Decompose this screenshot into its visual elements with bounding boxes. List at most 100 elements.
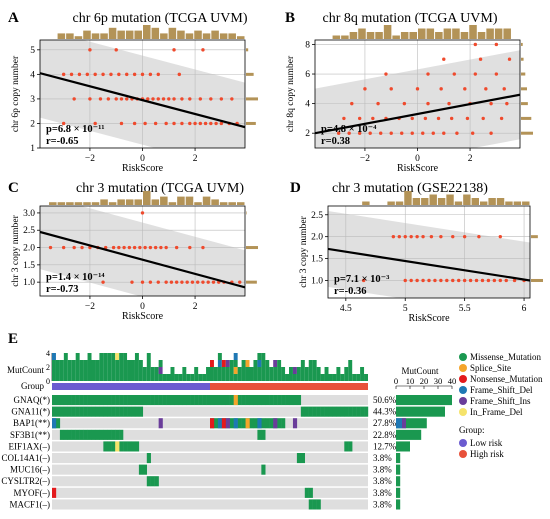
data-point <box>198 97 203 101</box>
mutcount-bar-segment <box>336 374 341 381</box>
mutcount-bar-segment <box>273 367 278 374</box>
mutation-cell <box>107 441 112 452</box>
marginal-x-bar <box>341 35 349 39</box>
marginal-x-bar <box>452 28 460 39</box>
mutation-cell <box>111 429 116 440</box>
gene-count-bar-segment <box>402 418 406 429</box>
data-point <box>473 42 478 47</box>
data-point <box>336 131 341 135</box>
mutcount-bar-segment <box>158 367 163 374</box>
data-point <box>489 101 493 106</box>
data-point <box>98 97 103 101</box>
mutation-cell <box>71 395 76 406</box>
mutation-cell <box>162 395 167 406</box>
marginal-x-bar <box>74 202 83 205</box>
mutation-cell <box>261 395 266 406</box>
p-value-label: p=6.8 × 10⁻¹¹ <box>46 124 105 135</box>
marginal-x-bar <box>496 198 505 205</box>
legend-swatch <box>459 364 467 372</box>
data-point <box>156 72 160 77</box>
mutation-cell <box>245 418 250 429</box>
mutcount-bar-segment <box>91 374 96 381</box>
mutcount-bar-segment <box>150 374 155 381</box>
mutcount-bar-segment <box>281 374 286 381</box>
mutcount-bar-segment <box>194 374 199 381</box>
mutcount-bar-segment <box>265 367 270 374</box>
data-point <box>389 87 393 91</box>
mutation-cell <box>75 429 80 440</box>
data-point <box>190 280 195 284</box>
mutation-cell <box>312 499 317 510</box>
x-tick-label: −2 <box>360 154 370 164</box>
gene-percent-label: 44.3% <box>373 407 397 417</box>
data-point <box>429 234 434 239</box>
mutcount-bar-segment <box>261 360 266 367</box>
data-point <box>164 245 168 250</box>
data-point <box>111 245 116 250</box>
marginal-x-bar <box>91 33 100 39</box>
mutcount-bar-segment <box>91 367 96 374</box>
data-point <box>415 87 420 91</box>
mutation-cell <box>131 395 136 406</box>
gene-row-background <box>52 499 368 510</box>
mutcount-bar-segment <box>249 374 254 381</box>
data-point <box>114 97 118 101</box>
mutation-cell <box>103 441 108 452</box>
mutcount-bar-segment <box>300 367 305 374</box>
mutcount-bar-segment <box>103 360 108 367</box>
data-point <box>427 278 431 283</box>
mutation-cell <box>115 441 120 452</box>
marginal-x-bar <box>366 32 375 39</box>
mutcount-bar-segment <box>87 360 92 367</box>
mutcount-bar-segment <box>292 374 297 381</box>
mutation-cell <box>59 429 65 440</box>
marginal-x-bar <box>134 30 142 39</box>
x-tick-label: −2 <box>85 154 95 164</box>
data-point <box>415 278 419 283</box>
gene-name-label: MUC16(–) <box>10 465 50 475</box>
mutation-cell <box>123 406 128 417</box>
mutcount-bar-segment <box>63 360 68 367</box>
mutation-cell <box>83 395 88 406</box>
mutcount-bar-segment <box>154 374 159 381</box>
data-point <box>201 48 205 52</box>
data-point <box>48 245 53 250</box>
mutation-cell <box>146 395 151 406</box>
mutcount-bar-segment <box>320 374 325 381</box>
gene-percent-label: 22.8% <box>373 430 397 440</box>
mutcount-bar-segment <box>241 360 246 367</box>
mutcount-bar-segment <box>138 360 143 367</box>
mutation-cell <box>154 476 159 487</box>
y-axis-label: chr 8q copy number <box>286 55 296 132</box>
mutcount-bar-segment <box>103 353 108 360</box>
data-point <box>140 211 145 215</box>
legend-swatch <box>459 408 467 416</box>
marginal-x-bar <box>151 27 160 39</box>
mutcount-right-tick-label: 10 <box>406 376 415 386</box>
data-point <box>88 97 92 101</box>
data-point <box>439 278 443 283</box>
data-point <box>80 245 84 250</box>
mutation-cell <box>79 406 84 417</box>
mutcount-bar-segment <box>257 353 262 360</box>
x-tick-label: 2 <box>468 154 473 164</box>
data-point <box>361 278 366 283</box>
x-tick-label: 4.5 <box>340 304 352 314</box>
mutcount-bar-segment <box>146 360 151 367</box>
gene-count-bar <box>396 418 427 429</box>
plot-area <box>328 206 530 298</box>
data-point <box>85 72 90 77</box>
mutation-cell <box>304 487 309 498</box>
mutcount-bar-segment <box>229 367 234 374</box>
data-point <box>465 116 470 121</box>
mutation-cell <box>107 406 112 417</box>
mutation-cell <box>312 406 317 417</box>
mutation-cell <box>103 406 108 417</box>
gene-row: BAP1(**) 27.8% <box>13 418 427 429</box>
marginal-x-bar <box>185 33 194 39</box>
mutcount-bar-segment <box>210 367 214 374</box>
panel-title: chr 6p mutation (TCGA UVM) <box>73 11 248 26</box>
marginal-x-bar <box>134 199 142 205</box>
marginal-x-bar <box>219 33 228 39</box>
